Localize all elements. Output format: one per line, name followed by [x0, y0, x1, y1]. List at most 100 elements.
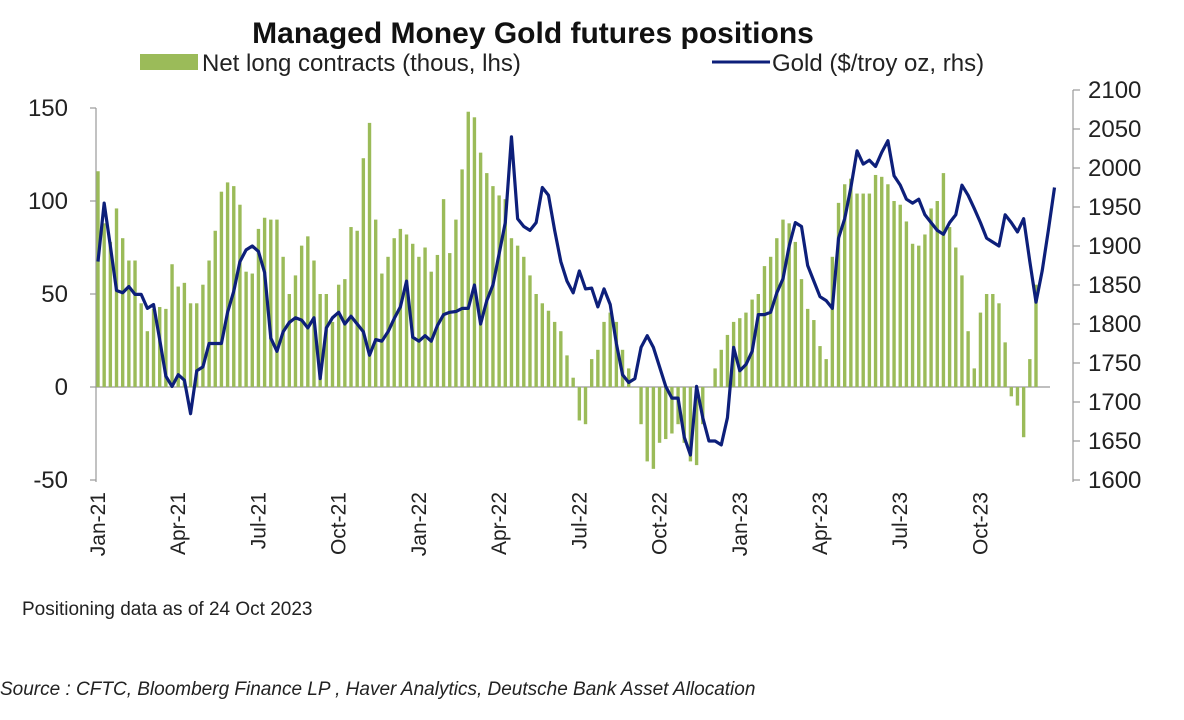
- net-long-bar: [281, 256, 285, 387]
- chart-title: Managed Money Gold futures positions: [252, 17, 814, 50]
- net-long-bar: [460, 169, 464, 387]
- net-long-bar: [645, 387, 649, 462]
- net-long-bar: [886, 184, 890, 387]
- net-long-bar: [627, 368, 631, 387]
- source-note: Source : CFTC, Bloomberg Finance LP , Ha…: [0, 679, 755, 700]
- net-long-bar: [133, 260, 137, 387]
- net-long-bar: [497, 195, 501, 387]
- net-long-bar: [250, 273, 254, 387]
- net-long-bar: [515, 245, 520, 387]
- net-long-bar: [904, 221, 909, 387]
- net-long-bar: [188, 303, 193, 387]
- net-long-bar: [1009, 387, 1014, 397]
- net-long-bar: [799, 279, 804, 387]
- net-long-bar: [336, 284, 341, 387]
- net-long-bar: [404, 234, 409, 387]
- right-tick-label: 2100: [1088, 77, 1141, 104]
- net-long-bar: [781, 219, 785, 387]
- x-axis-ticks: Jan-21 Apr-21 Jul-21 Oct-21 Jan-22 Apr-22 Jul-…: [87, 492, 993, 556]
- net-long-bar: [861, 193, 865, 387]
- positioning-note: Positioning data as of 24 Oct 2023: [22, 599, 312, 620]
- right-tick-label: 1950: [1088, 194, 1141, 221]
- net-long-bar: [849, 178, 853, 387]
- net-long-bar: [275, 219, 279, 387]
- net-long-bar: [343, 279, 347, 387]
- net-long-bar: [269, 219, 273, 387]
- net-long-bar: [1003, 342, 1007, 387]
- net-long-bar: [639, 387, 643, 425]
- net-long-bar: [552, 321, 557, 387]
- net-long-bar: [367, 122, 372, 387]
- net-long-bar: [102, 223, 106, 387]
- net-long-bar: [843, 184, 847, 387]
- net-long-bar: [127, 260, 131, 387]
- net-long-bar: [867, 193, 872, 387]
- net-long-bar: [812, 320, 816, 387]
- net-long-bar: [238, 204, 242, 387]
- net-long-bar: [824, 359, 828, 387]
- net-long-bar: [664, 387, 668, 440]
- net-long-bar: [701, 387, 705, 425]
- net-long-bar: [892, 201, 896, 387]
- net-long-bar: [793, 241, 798, 387]
- net-long-bar: [565, 355, 569, 387]
- net-long-bar: [380, 273, 384, 387]
- net-long-bar: [145, 331, 150, 387]
- net-long-bar: [96, 171, 100, 387]
- net-long-bar: [466, 111, 470, 387]
- net-long-bar: [571, 377, 575, 387]
- net-long-bar: [614, 321, 619, 387]
- net-long-bar: [454, 219, 458, 387]
- net-long-bar: [1034, 284, 1038, 387]
- net-long-bar: [435, 254, 440, 387]
- net-long-bar: [429, 271, 433, 387]
- net-long-bar: [651, 387, 656, 469]
- net-long-bar: [386, 256, 390, 387]
- net-long-bar: [330, 321, 335, 387]
- net-long-bar: [855, 193, 859, 387]
- net-long-bar: [318, 294, 322, 387]
- net-long-bar: [120, 238, 125, 387]
- net-long-bar: [978, 312, 983, 387]
- net-long-bar: [164, 308, 168, 387]
- net-long-bar: [997, 303, 1001, 387]
- net-long-bar: [485, 173, 489, 387]
- net-long-bar: [528, 275, 532, 387]
- x-tick-label: Apr-21: [167, 492, 190, 555]
- right-tick-label: 1800: [1088, 311, 1141, 338]
- net-long-bar: [608, 312, 612, 387]
- net-long-bar: [355, 230, 359, 387]
- right-tick-label: 1750: [1088, 350, 1141, 377]
- net-long-bar: [213, 230, 217, 387]
- net-long-bar: [941, 173, 946, 387]
- x-tick-label: Jan-22: [408, 492, 431, 556]
- x-tick-label: Jan-23: [729, 492, 752, 556]
- net-long-bar: [972, 368, 976, 387]
- left-axis-ticks: -50 0 50 100 150: [28, 95, 96, 494]
- net-long-bar: [170, 264, 174, 387]
- net-long-bar: [417, 256, 421, 387]
- net-long-bar: [256, 228, 261, 387]
- net-long-bar: [589, 359, 594, 387]
- net-long-bar: [207, 260, 211, 387]
- net-long-bar: [657, 387, 662, 443]
- gold-price-line: [96, 135, 1057, 457]
- legend-swatch-bars: [140, 54, 198, 70]
- net-long-bar: [873, 174, 878, 387]
- net-long-bar: [596, 349, 600, 387]
- net-long-bar: [287, 294, 291, 387]
- net-long-bar: [688, 387, 693, 462]
- left-tick-label: 0: [55, 374, 68, 401]
- net-long-bar: [960, 275, 964, 387]
- right-tick-label: 2000: [1088, 155, 1141, 182]
- x-tick-label: Oct-21: [328, 492, 351, 555]
- net-long-bar: [306, 236, 310, 387]
- net-long-bar: [534, 294, 538, 387]
- net-long-bar: [201, 284, 205, 387]
- net-long-bar: [966, 331, 970, 387]
- net-long-bar: [299, 245, 304, 387]
- net-long-bar: [633, 387, 637, 388]
- net-long-bar: [719, 349, 723, 387]
- net-long-bar: [923, 234, 927, 387]
